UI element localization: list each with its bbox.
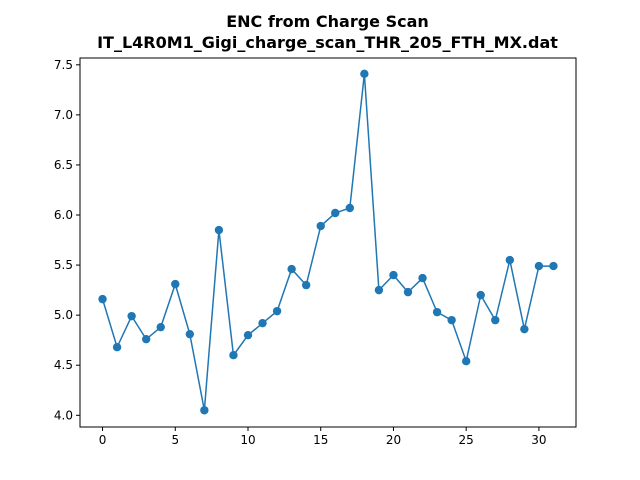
data-point [316,221,325,231]
y-tick-label: 4.0 [54,408,73,422]
y-tick-label: 7.0 [54,108,73,122]
data-point [141,334,151,344]
y-tick-label: 6.5 [54,158,73,172]
data-point [534,261,544,271]
plot-area-frame [79,57,577,428]
x-tick-label: 0 [99,433,107,447]
y-tick-label: 7.5 [54,58,73,72]
chart-subtitle: IT_L4R0M1_Gigi_charge_scan_THR_205_FTH_M… [97,33,558,52]
data-point [258,318,267,328]
data-point [112,342,122,352]
data-point [418,273,427,283]
data-point [403,287,413,297]
data-point [432,307,442,317]
chart-title: ENC from Charge Scan [226,12,429,31]
data-point [447,315,456,325]
data-point [214,225,224,235]
series-line [101,73,554,411]
data-point [360,69,369,79]
y-tick-label: 5.5 [54,258,73,272]
data-point [287,264,296,274]
data-point [272,306,282,316]
data-point [301,280,311,290]
data-point [331,208,340,218]
data-point [389,270,398,280]
data-point [127,311,136,321]
data-point [491,315,500,325]
data-point [200,406,209,415]
data-point [156,322,165,332]
x-tick-label: 25 [459,433,474,447]
data-point [520,324,529,334]
x-tick-label: 10 [240,433,255,447]
data-point [98,294,107,304]
data-point [185,329,195,339]
data-point [229,351,238,360]
data-point [461,357,471,366]
data-point [345,203,355,213]
y-tick-label: 4.5 [54,358,73,372]
y-tick-label: 6.0 [54,208,73,222]
data-point [374,285,384,295]
x-tick-label: 30 [531,433,546,447]
x-tick-label: 5 [171,433,179,447]
data-point [476,290,485,300]
x-tick-label: 15 [313,433,328,447]
data-point [549,261,558,271]
data-point [171,279,180,289]
y-tick-label: 5.0 [54,308,73,322]
data-point [243,330,253,340]
data-point [505,255,515,265]
x-tick-label: 20 [386,433,401,447]
